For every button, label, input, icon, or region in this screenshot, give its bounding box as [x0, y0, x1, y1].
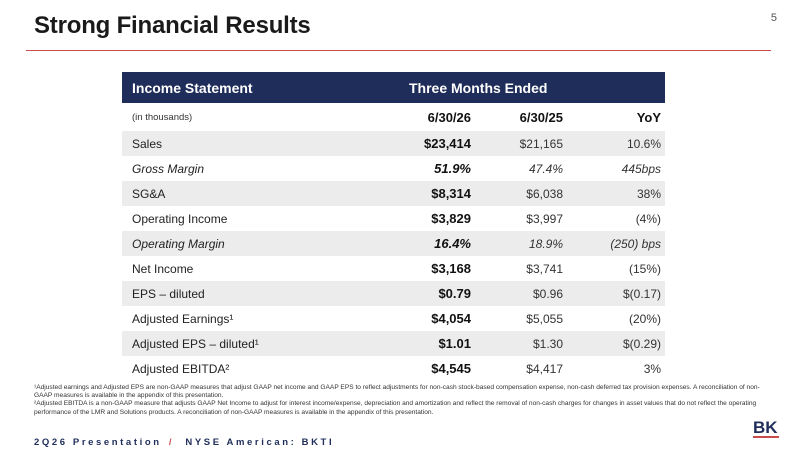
current-value: $8,314 — [431, 186, 471, 201]
prior-value: $3,741 — [526, 261, 563, 276]
header-three-months-ended: Three Months Ended — [409, 79, 548, 96]
table-row: Sales $23,414 $21,165 10.6% — [122, 131, 666, 156]
yoy-value: 3% — [643, 361, 662, 376]
current-value: $3,829 — [431, 211, 471, 226]
column-yoy: YoY — [636, 109, 662, 125]
header-income-statement: Income Statement — [132, 79, 253, 96]
prior-value: $4,417 — [526, 361, 563, 376]
row-label: Operating Margin — [132, 236, 225, 251]
current-value: $23,414 — [424, 136, 471, 151]
prior-value: $6,038 — [526, 186, 563, 201]
row-label: Operating Income — [132, 211, 228, 226]
row-label: Sales — [132, 136, 163, 151]
footnote-adjusted-ebitda: ²Adjusted EBITDA is a non-GAAP measure t… — [34, 400, 757, 416]
yoy-value: (4%) — [635, 211, 662, 226]
footnote-adjusted-earnings: ¹Adjusted earnings and Adjusted EPS are … — [34, 384, 760, 400]
slide-title: Strong Financial Results — [34, 12, 311, 39]
footer-ticker: NYSE American: BKTI — [185, 437, 335, 448]
current-value: $4,054 — [431, 311, 471, 326]
row-label: SG&A — [132, 186, 166, 201]
title-divider — [26, 50, 771, 51]
table-row: Operating Income $3,829 $3,997 (4%) — [122, 206, 665, 231]
table-row: EPS – diluted $0.79 $0.96 $(0.17) — [122, 281, 666, 306]
yoy-value: 38% — [637, 186, 662, 201]
prior-value: $5,055 — [526, 311, 563, 326]
yoy-value: 445bps — [621, 161, 662, 176]
table-row: Adjusted EPS – diluted¹ $1.01 $1.30 $(0.… — [122, 331, 666, 356]
footer-separator: / — [168, 437, 175, 448]
column-current-period: 6/30/26 — [427, 109, 471, 125]
slide-footer: 2Q26 Presentation / NYSE American: BKTI — [34, 437, 334, 448]
logo-text: BK — [753, 418, 778, 437]
table-row: Net Income $3,168 $3,741 (15%) — [122, 256, 665, 281]
row-label: EPS – diluted — [132, 286, 205, 301]
prior-value: 47.4% — [528, 161, 563, 176]
yoy-value: (20%) — [629, 311, 662, 326]
units-label: (in thousands) — [132, 111, 193, 123]
current-value: $0.79 — [438, 286, 471, 301]
table-header-row: Income Statement Three Months Ended — [122, 72, 666, 103]
column-prior-period: 6/30/25 — [519, 109, 563, 125]
prior-value: $3,997 — [526, 211, 563, 226]
current-value: $3,168 — [431, 261, 471, 276]
yoy-value: (15%) — [629, 261, 662, 276]
footer-presentation-label: 2Q26 Presentation — [34, 437, 162, 448]
income-statement-table: Income Statement Three Months Ended (in … — [122, 72, 666, 381]
prior-value: $0.96 — [532, 286, 563, 301]
table-row: Operating Margin 16.4% 18.9% (250) bps — [122, 231, 666, 256]
current-value: $4,545 — [431, 361, 471, 376]
column-header-row: (in thousands) 6/30/26 6/30/25 YoY — [122, 103, 665, 131]
table-row: Gross Margin 51.9% 47.4% 445bps — [122, 156, 665, 181]
row-label: Adjusted EBITDA² — [132, 361, 230, 376]
yoy-value: $(0.17) — [623, 286, 662, 301]
table-row: SG&A $8,314 $6,038 38% — [122, 181, 666, 206]
prior-value: $21,165 — [519, 136, 563, 151]
row-label: Net Income — [132, 261, 194, 276]
page-number: 5 — [770, 12, 777, 24]
footnotes: ¹Adjusted earnings and Adjusted EPS are … — [34, 384, 764, 417]
current-value: 51.9% — [434, 161, 471, 176]
yoy-value: $(0.29) — [623, 336, 662, 351]
bk-logo-icon: BK — [753, 418, 779, 438]
table-row: Adjusted EBITDA² $4,545 $4,417 3% — [122, 356, 665, 381]
row-label: Adjusted Earnings¹ — [132, 311, 234, 326]
logo-underline — [753, 436, 779, 438]
row-label: Gross Margin — [132, 161, 205, 176]
yoy-value: (250) bps — [610, 236, 662, 251]
prior-value: 18.9% — [528, 236, 563, 251]
table-row: Adjusted Earnings¹ $4,054 $5,055 (20%) — [122, 306, 665, 331]
prior-value: $1.30 — [532, 336, 563, 351]
current-value: $1.01 — [438, 336, 471, 351]
row-label: Adjusted EPS – diluted¹ — [132, 336, 259, 351]
current-value: 16.4% — [434, 236, 471, 251]
yoy-value: 10.6% — [627, 136, 662, 151]
